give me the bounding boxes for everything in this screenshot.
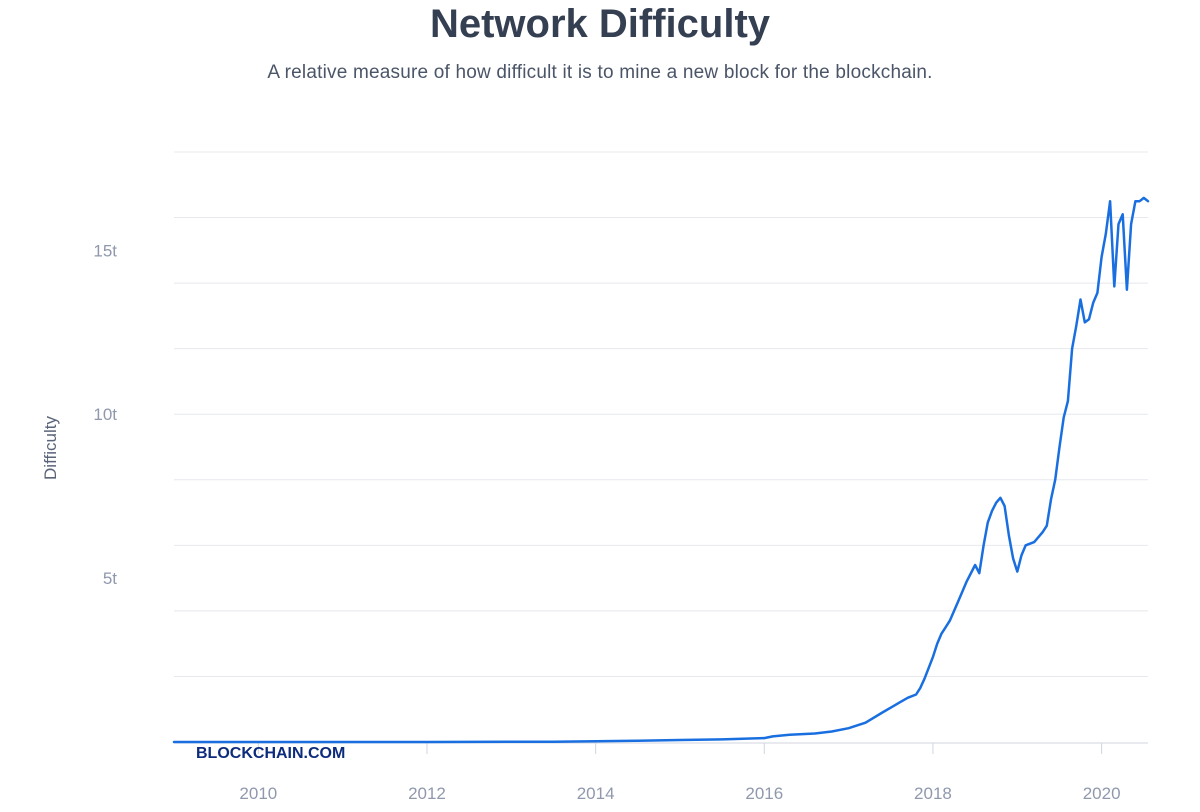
x-tick-label: 2010 bbox=[239, 784, 277, 803]
y-tick-label: 10t bbox=[93, 405, 117, 424]
x-tick-label: 2016 bbox=[745, 784, 783, 803]
blockchain-watermark: BLOCKCHAIN.COM bbox=[196, 745, 345, 762]
series-line-0 bbox=[172, 196, 1150, 744]
series-layer bbox=[172, 196, 1150, 744]
grid-lines bbox=[174, 151, 1148, 744]
page-title: Network Difficulty bbox=[429, 2, 771, 46]
x-tick-label: 2020 bbox=[1083, 784, 1121, 803]
x-tick-label: 2014 bbox=[577, 784, 615, 803]
y-axis-title: Difficulty bbox=[41, 416, 60, 480]
x-tick-label: 2012 bbox=[408, 784, 446, 803]
page-subtitle: A relative measure of how difficult it i… bbox=[267, 62, 933, 83]
y-tick-label: 15t bbox=[93, 241, 117, 260]
x-tick-label: 2018 bbox=[914, 784, 952, 803]
y-tick-label: 5t bbox=[103, 569, 117, 588]
x-axis-labels: 2010 2012 2014 2016 2018 2020 bbox=[239, 743, 1121, 803]
y-axis-labels: 5t 10t 15t bbox=[93, 241, 117, 588]
